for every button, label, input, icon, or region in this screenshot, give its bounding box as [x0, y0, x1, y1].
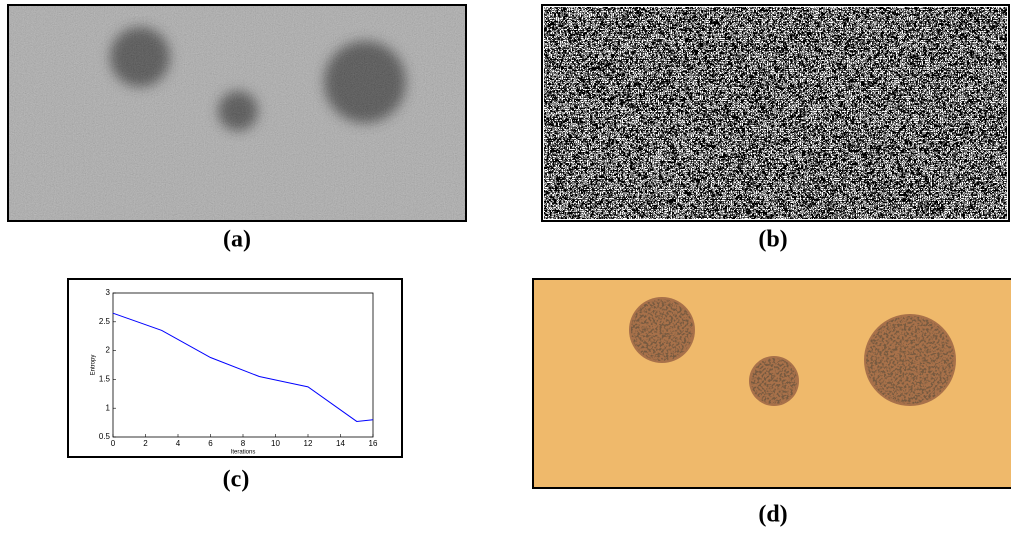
x-tick-label: 12 — [304, 439, 313, 448]
caption: (c) — [223, 467, 250, 493]
x-axis-label: Iterations — [231, 450, 256, 456]
x-tick-label: 6 — [208, 439, 213, 448]
y-tick-label: 0.5 — [99, 432, 111, 441]
y-tick-label: 1 — [106, 403, 111, 412]
x-tick-label: 0 — [111, 439, 116, 448]
x-tick-label: 4 — [176, 439, 181, 448]
y-tick-label: 3 — [106, 288, 111, 297]
x-tick-label: 16 — [369, 439, 378, 448]
y-axis-label: Entropy — [91, 355, 97, 376]
x-tick-label: 14 — [336, 439, 345, 448]
y-tick-label: 1.5 — [99, 375, 111, 384]
caption: (b) — [758, 227, 787, 253]
panel-c-frame — [67, 278, 403, 458]
plot: 0 2 4 6 8 10 12 14 16 0.5 1 1.5 2 2.5 3 Iterations Entro… — [91, 288, 378, 455]
caption: (d) — [758, 502, 787, 528]
line-series — [112, 312, 374, 422]
y-tick-label: 2 — [106, 346, 111, 355]
x-tick-label: 2 — [143, 439, 148, 448]
panel-b-image — [541, 4, 1010, 222]
x-tick-label: 10 — [271, 439, 280, 448]
panel-a-image — [7, 4, 467, 222]
y-tick-label: 2.5 — [99, 317, 111, 326]
panel-d-image — [532, 278, 1011, 489]
x-tick-label: 8 — [241, 439, 246, 448]
caption: (a) — [223, 227, 251, 253]
